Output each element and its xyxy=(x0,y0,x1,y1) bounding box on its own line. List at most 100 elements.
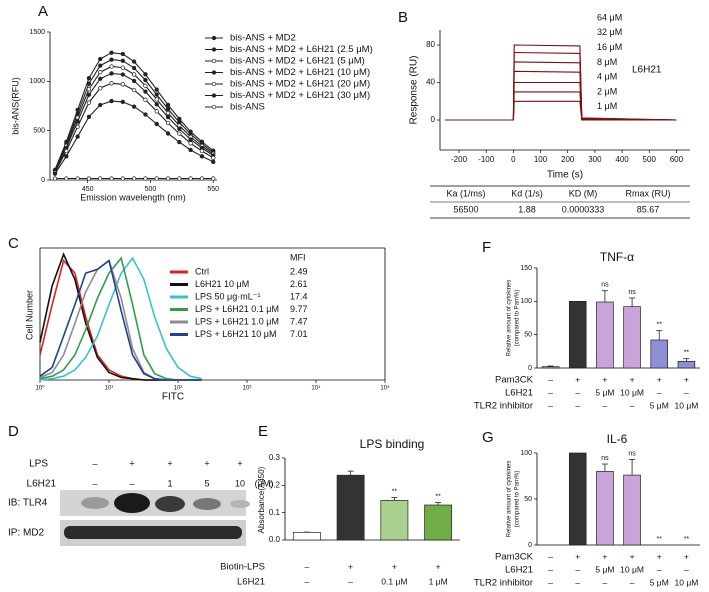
treatment-cell: + xyxy=(684,374,689,384)
row-cell: 10 xyxy=(235,478,245,488)
legend-label: 32 μM xyxy=(597,27,622,37)
legend-marker xyxy=(211,81,217,87)
band-label: IP: MD2 xyxy=(8,528,45,539)
significance: ** xyxy=(657,322,663,329)
marker xyxy=(98,102,103,108)
row-label: LPS xyxy=(29,459,48,470)
x-tick-label: 0 xyxy=(511,155,516,164)
significance: ** xyxy=(435,493,441,500)
panel-label: B xyxy=(398,9,408,26)
x-tick-label: 300 xyxy=(588,155,602,164)
marker xyxy=(131,104,137,109)
marker xyxy=(143,112,148,117)
legend-marker xyxy=(211,35,217,41)
table-cell: 0.0000333 xyxy=(562,204,605,214)
legend-label: bis-ANS + MD2 xyxy=(230,33,296,44)
marker xyxy=(165,110,171,116)
y-tick-label: 0 xyxy=(528,365,532,372)
legend-label: bis-ANS + MD2 + L6H21 (10 μM) xyxy=(230,67,370,78)
x-tick-label: 550 xyxy=(207,186,219,193)
marker xyxy=(154,97,159,102)
y-tick-label: 0.0 xyxy=(269,535,281,544)
marker xyxy=(98,56,103,62)
legend-label: bis-ANS + MD2 + L6H21 (5 μM) xyxy=(230,56,365,67)
marker xyxy=(177,139,182,145)
bar xyxy=(568,452,587,546)
bar xyxy=(623,306,641,369)
legend-label: Ctrl xyxy=(195,266,209,276)
x-tick-label: 400 xyxy=(615,155,629,164)
blot-band xyxy=(64,526,242,539)
marker xyxy=(131,78,137,84)
treatment-label: TLR2 inhibitor xyxy=(474,401,533,412)
table-header: Rmax (RU) xyxy=(626,188,671,198)
treatment-cell: + xyxy=(392,561,397,571)
chart-title: LPS binding xyxy=(360,437,425,451)
marker xyxy=(109,81,114,86)
marker xyxy=(131,176,137,181)
bar xyxy=(541,366,560,369)
kinetics-table: Ka (1/ms) Kd (1/s) KD (M) Rmax (RU) 5650… xyxy=(430,185,690,219)
marker xyxy=(86,100,92,105)
treatment-cell: – xyxy=(657,387,662,397)
marker xyxy=(199,154,205,159)
marker xyxy=(188,176,193,181)
marker xyxy=(211,176,216,181)
marker xyxy=(98,76,103,81)
marker xyxy=(109,57,114,62)
significance: ns xyxy=(601,282,609,289)
legend-label: 16 μM xyxy=(597,42,622,52)
table-header: KD (M) xyxy=(569,188,598,198)
bar xyxy=(596,471,614,546)
marker xyxy=(131,59,137,64)
treatment-label: Pam3CK xyxy=(495,375,534,386)
marker xyxy=(165,176,171,181)
marker xyxy=(52,171,58,176)
treatment-cell: + xyxy=(630,551,635,561)
treatment-cell: 5 μM xyxy=(595,564,614,574)
marker xyxy=(143,89,148,94)
treatment-label: L6H21 xyxy=(505,565,533,576)
marker xyxy=(188,141,193,146)
treatment-cell: – xyxy=(603,577,608,587)
y-tick-label: 1000 xyxy=(29,78,45,85)
treatment-label: TLR2 inhibitor xyxy=(474,578,533,589)
annotation: L6H21 xyxy=(632,65,662,76)
legend-label: LPS + L6H21 0.1 μM xyxy=(195,304,279,314)
marker xyxy=(165,106,171,112)
x-tick-label: 10¹ xyxy=(105,386,114,392)
treatment-label: Biotin-LPS xyxy=(220,562,265,573)
significance: ** xyxy=(684,350,690,357)
x-tick-label: 450 xyxy=(82,186,94,193)
y-axis-label: bis-ANS(RFU) xyxy=(10,77,20,135)
x-tick-label: 500 xyxy=(145,186,157,193)
series-line xyxy=(445,100,677,121)
marker xyxy=(120,65,125,70)
treatment-cell: 1 μM xyxy=(429,576,448,586)
treatment-cell: + xyxy=(436,561,441,571)
marker xyxy=(188,137,193,142)
row-label: L6H21 xyxy=(27,479,57,490)
treatment-cell: 0.1 μM xyxy=(381,576,407,586)
marker xyxy=(154,87,159,92)
legend-title: MFI xyxy=(290,252,306,262)
marker xyxy=(75,119,80,124)
treatment-cell: + xyxy=(575,551,580,561)
marker xyxy=(199,148,205,154)
bar xyxy=(424,504,453,541)
table-header: Ka (1/ms) xyxy=(446,188,485,198)
marker xyxy=(143,72,148,77)
x-tick-label: -200 xyxy=(451,155,468,164)
legend-label: LPS + L6H21 1.0 μM xyxy=(195,316,279,326)
marker xyxy=(64,176,69,181)
marker xyxy=(165,114,171,120)
marker xyxy=(109,64,114,69)
marker xyxy=(86,76,92,81)
marker xyxy=(98,70,103,75)
y-axis-label: Response (RU) xyxy=(409,56,420,125)
treatment-cell: + xyxy=(657,374,662,384)
treatment-cell: – xyxy=(548,400,553,410)
marker xyxy=(188,147,193,153)
panel-label: D xyxy=(8,423,19,440)
